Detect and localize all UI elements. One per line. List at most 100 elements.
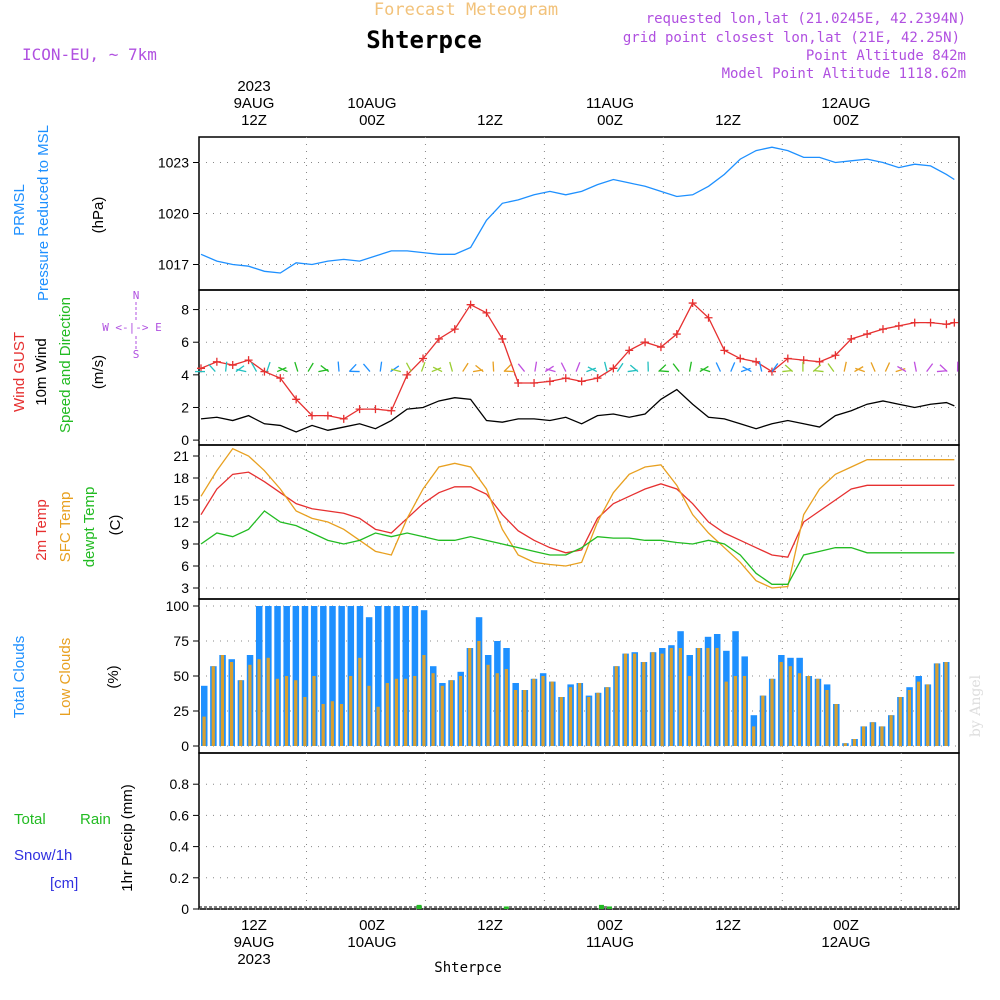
time-label-bottom: 12AUG	[821, 934, 870, 951]
total-cloud-bar	[320, 606, 327, 746]
gust-marker	[545, 377, 554, 386]
y-tick-label: 1017	[158, 257, 189, 273]
series-line-10m-wind	[200, 388, 955, 433]
y-tick-label: 0	[181, 901, 189, 917]
gust-marker	[450, 325, 459, 334]
low-cloud-bar	[257, 659, 261, 746]
requested-coords: requested lon,lat (21.0245E, 42.2394N)	[646, 11, 966, 27]
pressure-panel	[198, 136, 960, 291]
wind-arrow	[855, 367, 865, 373]
low-cloud-bar	[394, 678, 399, 746]
wind-arrow	[391, 368, 402, 373]
wind-arrow	[266, 361, 271, 372]
wind-arrow	[235, 365, 245, 373]
rain-bar	[503, 906, 509, 909]
y-tick-label: 9	[181, 536, 189, 552]
low-cloud-bar	[367, 685, 371, 746]
y-tick-label: 21	[173, 448, 189, 464]
gust-marker	[577, 377, 586, 386]
total-cloud-bar	[292, 606, 300, 746]
gust-marker	[641, 338, 650, 347]
low-cloud-bar	[220, 655, 225, 746]
gust-marker	[276, 374, 285, 383]
low-cloud-bar	[559, 697, 563, 746]
gust-marker	[878, 325, 887, 334]
station-title: Shterpce	[366, 26, 482, 54]
wind-arrow	[504, 370, 515, 373]
low-cloud-bar	[312, 676, 316, 746]
gust-marker	[688, 299, 697, 308]
gust-marker	[387, 406, 396, 415]
low-cloud-bar	[715, 648, 719, 746]
rain-bar	[606, 906, 612, 909]
y-tick-label: 6	[181, 334, 189, 350]
wind-arrow	[884, 362, 891, 372]
wind-arrow	[616, 362, 624, 372]
time-label-bottom: 12Z	[715, 917, 741, 934]
cloud-labels: Total Clouds Low Clouds (%)	[11, 636, 122, 719]
wind-labels: Wind GUST 10m Wind Speed and Direction (…	[11, 289, 162, 433]
wind-arrow	[688, 361, 693, 372]
wind-arrow	[337, 361, 340, 372]
wind-arrow	[379, 361, 383, 372]
precip-rain-label: Rain	[80, 811, 111, 828]
total-cloud-bar	[365, 617, 373, 746]
wind-arrow	[926, 363, 934, 372]
rain-bar	[598, 904, 604, 909]
wind-arrow	[560, 362, 567, 372]
series-line-sfc-temp	[200, 447, 955, 589]
gust-marker	[561, 374, 570, 383]
low-cloud-bar	[779, 662, 783, 746]
low-cloud-bar	[349, 676, 353, 746]
wind-arrow	[740, 367, 751, 373]
y-tick-label: 0.2	[170, 870, 190, 886]
y-tick-label: 3	[181, 580, 189, 596]
wind-arrow	[492, 361, 495, 372]
time-label-top: 00Z	[597, 112, 623, 129]
gust-marker	[894, 321, 903, 330]
wind-arrow	[587, 366, 598, 373]
gust-marker	[593, 374, 602, 383]
time-label-bottom: 12Z	[241, 917, 267, 934]
gust-marker	[323, 411, 332, 420]
low-cloud-bar	[834, 704, 838, 746]
temp-dew-label: dewpt Temp	[81, 487, 98, 568]
point-altitude: Point Altitude 842m	[806, 48, 966, 64]
gust-marker	[656, 343, 665, 352]
low-cloud-bar	[843, 743, 847, 746]
y-tick-label: 75	[173, 633, 189, 649]
low-cloud-bar	[229, 662, 234, 746]
low-cloud-bar	[495, 673, 499, 746]
wind-arrow	[294, 361, 299, 372]
y-tick-label: 1020	[158, 206, 189, 222]
y-tick-label: 0.6	[170, 807, 190, 823]
total-cloud-bar	[201, 685, 208, 746]
footer-station: Shterpce	[434, 960, 501, 976]
gust-marker	[672, 330, 681, 339]
forecast-title: Forecast Meteogram	[374, 0, 558, 20]
low-cloud-bar	[761, 695, 765, 746]
compass-n: N	[133, 289, 140, 302]
low-cloud-bar	[733, 676, 737, 746]
time-label-bottom: 00Z	[359, 917, 385, 934]
low-cloud-bar	[669, 648, 673, 746]
low-cloud-bar	[623, 653, 628, 746]
low-cloud-bar	[468, 648, 472, 746]
low-cloud-bar	[541, 676, 545, 746]
low-cloud-bar	[907, 690, 912, 746]
compass-we: W <-|-> E	[102, 321, 162, 334]
time-label-bottom: 00Z	[597, 917, 623, 934]
low-cloud-bar	[321, 704, 325, 746]
wind-arrow	[320, 365, 330, 373]
low-cloud-bar	[633, 653, 637, 746]
gust-marker	[434, 334, 443, 343]
low-cloud-bar	[413, 676, 417, 746]
wind-arrow	[534, 361, 538, 372]
wind-10m-label: 10m Wind	[33, 338, 50, 406]
gust-marker	[625, 346, 634, 355]
gust-marker	[355, 405, 364, 414]
gust-marker	[720, 346, 729, 355]
y-tick-label: 50	[173, 668, 189, 684]
wind-arrow	[432, 366, 443, 373]
wind-arrow	[362, 363, 371, 373]
